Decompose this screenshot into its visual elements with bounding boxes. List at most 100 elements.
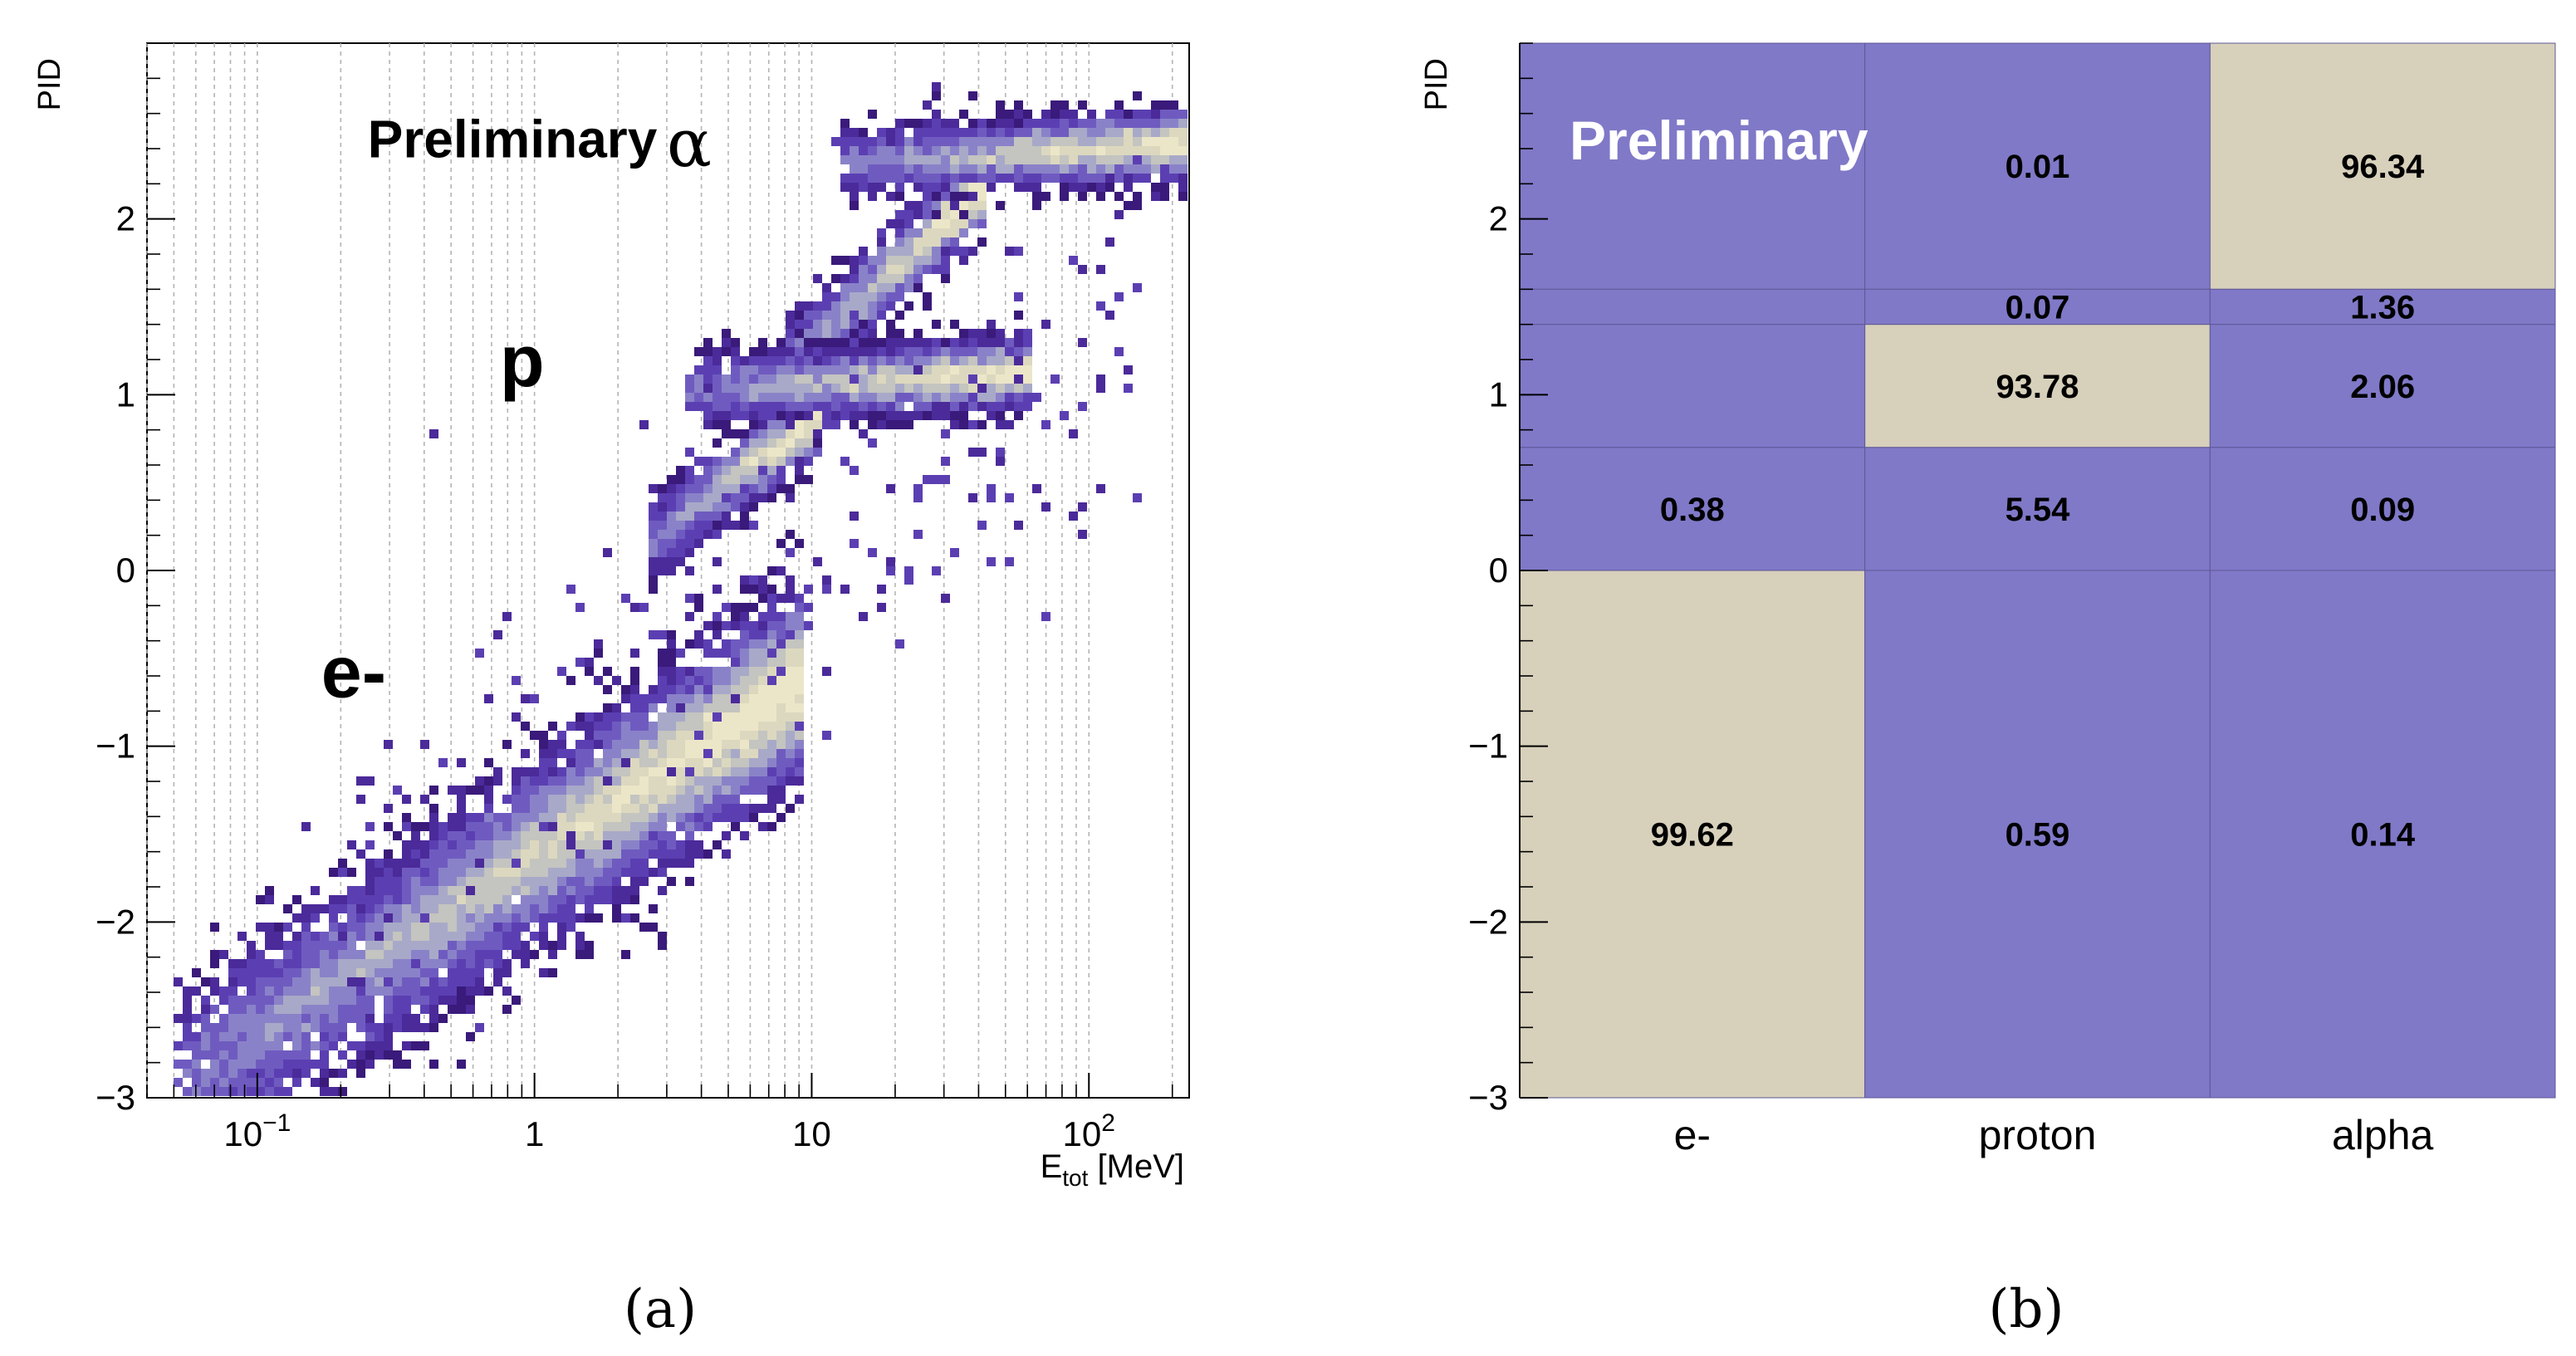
density-bin: [548, 859, 557, 868]
density-bin: [530, 786, 539, 795]
density-bin: [713, 786, 722, 795]
density-bin: [375, 923, 384, 932]
density-bin: [795, 731, 804, 740]
density-bin: [228, 996, 238, 1005]
density-bin: [786, 740, 795, 749]
density-bin: [238, 959, 247, 968]
density-bin: [521, 776, 530, 786]
density-bin: [649, 923, 658, 932]
density-bin: [466, 950, 475, 959]
density-bin: [795, 676, 804, 685]
density-bin: [731, 722, 740, 731]
density-bin: [311, 959, 320, 968]
density-bin: [776, 685, 786, 694]
density-bin: [767, 667, 776, 676]
density-bin: [722, 731, 731, 740]
density-bin: [475, 822, 484, 831]
density-bin: [603, 795, 612, 804]
density-bin: [758, 703, 767, 712]
density-bin: [292, 1060, 301, 1069]
density-bin: [210, 1032, 219, 1041]
density-bin: [694, 703, 703, 712]
density-bin: [612, 767, 621, 776]
density-bin: [292, 1023, 301, 1032]
density-bin: [758, 575, 767, 585]
density-bin: [758, 612, 767, 621]
density-bin: [703, 849, 713, 859]
density-bin: [338, 904, 347, 913]
density-bin: [265, 1023, 274, 1032]
density-bin: [338, 968, 347, 977]
density-bin: [457, 813, 466, 822]
density-bin: [393, 1050, 402, 1060]
density-bin: [795, 776, 804, 786]
density-bin: [384, 923, 393, 932]
density-bin: [402, 1005, 411, 1014]
density-bin: [475, 932, 484, 941]
density-bin: [630, 694, 639, 703]
density-bin: [183, 1087, 192, 1096]
density-bin: [685, 831, 694, 840]
density-bin: [265, 941, 274, 950]
density-bin: [347, 904, 356, 913]
density-bin: [548, 877, 557, 886]
density-bin: [521, 886, 530, 895]
density-bin: [393, 1060, 402, 1069]
density-bin: [585, 840, 594, 849]
density-bin: [183, 986, 192, 996]
density-bin: [521, 849, 530, 859]
density-bin: [575, 749, 585, 758]
density-bin: [247, 959, 256, 968]
density-bin: [201, 1014, 210, 1023]
density-bin: [612, 868, 621, 877]
density-bin: [603, 804, 612, 813]
density-bin: [667, 859, 676, 868]
density-bin: [329, 868, 338, 877]
density-bin: [210, 1060, 219, 1069]
density-bin: [585, 767, 594, 776]
density-bin: [365, 886, 375, 895]
density-bin: [557, 849, 566, 859]
density-bin: [420, 932, 429, 941]
density-bin: [475, 904, 484, 913]
density-bin: [384, 986, 393, 996]
density-bin: [548, 941, 557, 950]
density-bin: [658, 813, 667, 822]
density-bin: [658, 667, 667, 676]
density-bin: [429, 1014, 438, 1023]
density-bin: [749, 694, 758, 703]
density-bin: [238, 1087, 247, 1096]
density-bin: [676, 731, 685, 740]
density-bin: [292, 1032, 301, 1041]
density-bin: [621, 767, 630, 776]
density-bin: [429, 822, 438, 831]
density-bin: [502, 868, 512, 877]
density-bin: [731, 639, 740, 649]
density-bin: [192, 1050, 201, 1060]
density-bin: [265, 923, 274, 932]
density-bin: [283, 1005, 292, 1014]
density-bin: [493, 877, 502, 886]
density-bin: [731, 822, 740, 831]
density-bin: [758, 767, 767, 776]
density-bin: [429, 959, 438, 968]
density-bin: [758, 722, 767, 731]
density-bin: [658, 932, 667, 941]
density-bin: [630, 767, 639, 776]
density-bin: [484, 913, 493, 923]
density-bin: [429, 1023, 438, 1032]
density-bin: [548, 795, 557, 804]
density-bin: [256, 977, 265, 986]
density-bin: [320, 986, 329, 996]
density-bin: [283, 923, 292, 932]
density-bin: [630, 667, 639, 676]
density-bin: [502, 959, 512, 968]
density-bin: [238, 1032, 247, 1041]
density-bin: [658, 658, 667, 667]
density-bin: [740, 603, 749, 612]
density-bin: [740, 612, 749, 621]
density-bin: [786, 685, 795, 694]
density-bin: [493, 932, 502, 941]
density-bin: [722, 786, 731, 795]
density-bin: [402, 813, 411, 822]
